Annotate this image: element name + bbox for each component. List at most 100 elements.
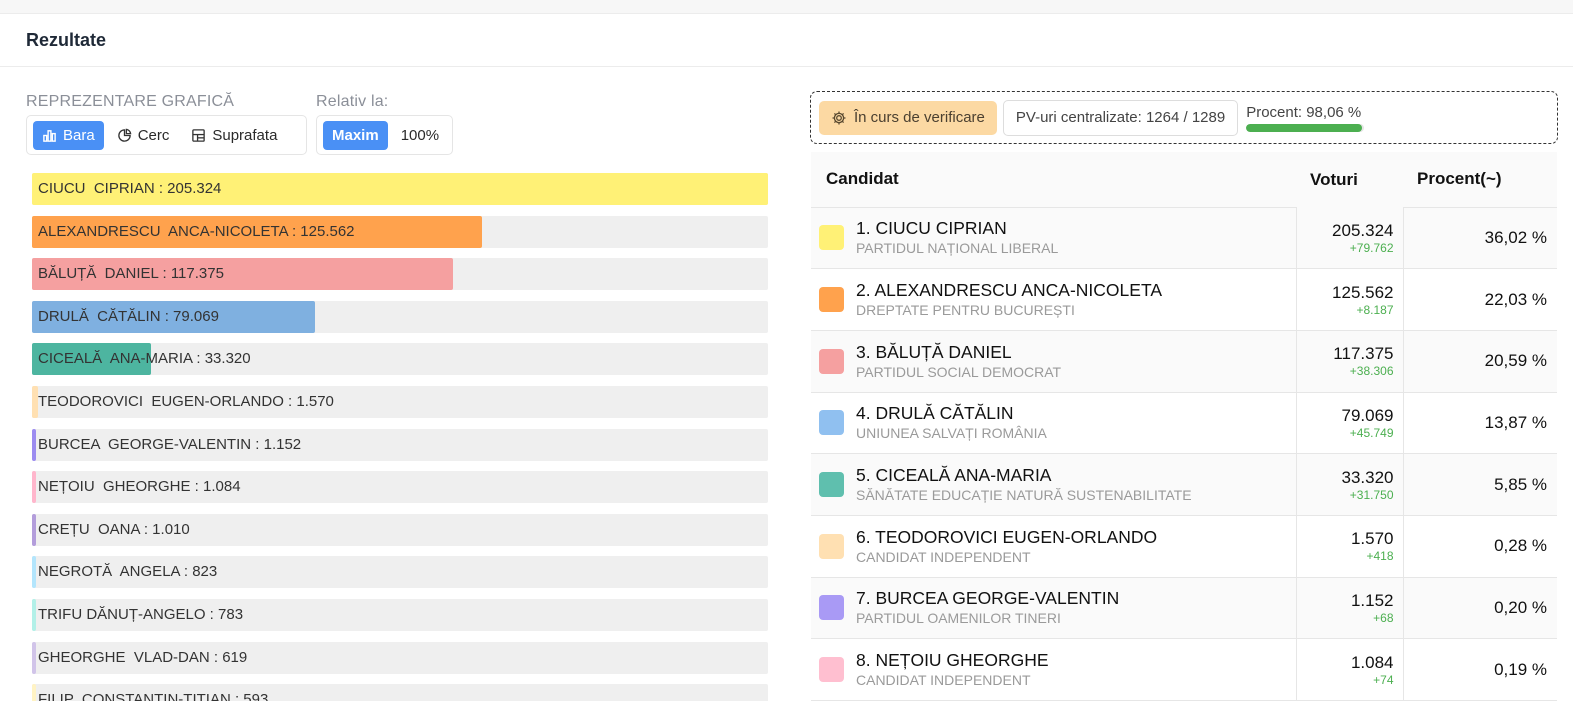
pie-chart-icon (117, 128, 132, 142)
candidate-info: 5. CICEALĂ ANA-MARIA SĂNĂTATE EDUCAȚIE NA… (856, 465, 1192, 504)
votes-value: 79.069 (1341, 405, 1394, 425)
progress-wrap: Procent: 98,06 % (1244, 103, 1365, 132)
relative-selector: Maxim 100% (316, 115, 453, 155)
bar-row[interactable]: GHEORGHE VLAD-DAN : 619 (32, 641, 768, 674)
votes-diff: +45.749 (1349, 425, 1394, 440)
candidate-info: 2. ALEXANDRESCU ANCA-NICOLETA DREPTATE PE… (856, 280, 1162, 319)
bar-row[interactable]: CREȚU OANA : 1.010 (32, 513, 768, 546)
table-row[interactable]: 6. TEODOROVICI EUGEN-ORLANDO CANDIDAT IND… (811, 515, 1557, 578)
bar-row[interactable]: ALEXANDRESCU ANCA-NICOLETA : 125.562 (32, 215, 768, 248)
bar-fill (32, 471, 37, 504)
percent-cell: 13,87 % (1403, 392, 1557, 455)
bar-fill (32, 300, 316, 333)
votes-diff: +418 (1366, 549, 1394, 564)
bar-row[interactable]: FILIP CONSTANTIN-TITIAN : 593 (32, 684, 768, 701)
bar-fill (32, 513, 37, 546)
bar-label: DRULĂ CĂTĂLIN : 79.069 (38, 307, 219, 325)
candidate-name: 3. BĂLUȚĂ DANIEL (856, 341, 1012, 362)
votes-cell: 1.152 +68 (1295, 577, 1404, 640)
percent-cell: 22,03 % (1403, 268, 1557, 331)
candidate-wrap: 8. NEȚOIU GHEORGHE CANDIDAT INDEPENDENT (819, 650, 1296, 689)
candidate-wrap: 2. ALEXANDRESCU ANCA-NICOLETA DREPTATE PE… (819, 280, 1296, 319)
chart-type-area-button[interactable]: Suprafata (182, 121, 286, 150)
candidate-cell: 2. ALEXANDRESCU ANCA-NICOLETA DREPTATE PE… (811, 268, 1296, 331)
results-table: Candidat Voturi Procent(~) 1. CIUCU CIPR… (811, 152, 1557, 701)
votes-diff: +31.750 (1349, 487, 1394, 502)
percent-cell: 20,59 % (1403, 330, 1557, 393)
color-swatch (819, 225, 844, 251)
verification-badge: În curs de verificare (819, 100, 997, 135)
candidate-party: UNIUNEA SALVAȚI ROMÂNIA (856, 425, 1047, 442)
gear-icon (832, 111, 846, 124)
header-votes[interactable]: Voturi (1296, 152, 1403, 207)
bar-row[interactable]: DRULĂ CĂTĂLIN : 79.069 (32, 300, 768, 333)
bar-row[interactable]: NEGROTĂ ANGELA : 823 (32, 556, 768, 589)
bar-label: GHEORGHE VLAD-DAN : 619 (38, 648, 248, 666)
relative-100-button[interactable]: 100% (400, 126, 440, 144)
bar-label: CICEALĂ ANA-MARIA : 33.320 (38, 350, 251, 368)
candidate-party: SĂNĂTATE EDUCAȚIE NATURĂ SUSTENABILITATE (856, 487, 1192, 504)
color-swatch (819, 410, 844, 436)
bar-row[interactable]: BURCEA GEORGE-VALENTIN : 1.152 (32, 428, 768, 461)
bar-label: TEODOROVICI EUGEN-ORLANDO : 1.570 (38, 392, 334, 410)
votes-diff: +68 (1373, 610, 1394, 625)
votes-cell: 117.375 +38.306 (1295, 330, 1404, 393)
candidate-cell: 4. DRULĂ CĂTĂLIN UNIUNEA SALVAȚI ROMÂNIA (811, 392, 1296, 455)
candidate-name: 8. NEȚOIU GHEORGHE (856, 650, 1049, 671)
bar-row[interactable]: TEODOROVICI EUGEN-ORLANDO : 1.570 (32, 385, 768, 418)
percent-cell: 5,85 % (1403, 453, 1557, 516)
table-row[interactable]: 3. BĂLUȚĂ DANIEL PARTIDUL SOCIAL DEMOCRAT… (811, 330, 1557, 393)
votes-value: 125.562 (1332, 282, 1394, 302)
bar-row[interactable]: BĂLUȚĂ DANIEL : 117.375 (32, 258, 768, 291)
table-row[interactable]: 1. CIUCU CIPRIAN PARTIDUL NAȚIONAL LIBERA… (811, 207, 1557, 270)
header-candidate[interactable]: Candidat (811, 152, 1296, 208)
table-row[interactable]: 7. BURCEA GEORGE-VALENTIN PARTIDUL OAMENI… (811, 577, 1557, 640)
chart-type-bar-button[interactable]: Bara (33, 120, 104, 150)
color-swatch (819, 348, 844, 374)
bar-row[interactable]: CIUCU CIPRIAN : 205.324 (32, 173, 768, 205)
chart-type-pie-button[interactable]: Cerc (108, 121, 179, 150)
color-swatch (819, 595, 844, 621)
candidate-wrap: 1. CIUCU CIPRIAN PARTIDUL NAȚIONAL LIBERA… (819, 218, 1296, 257)
color-swatch (819, 533, 844, 559)
page-title: Rezultate (26, 29, 107, 50)
progress-text: Procent: 98,06 % (1246, 103, 1362, 121)
bar-label: NEȚOIU GHEORGHE : 1.084 (38, 478, 241, 496)
votes-diff: +79.762 (1349, 240, 1394, 255)
bar-label: CIUCU CIPRIAN : 205.324 (38, 180, 222, 197)
bar-row[interactable]: TRIFU DĂNUȚ-ANGELO : 783 (32, 598, 768, 631)
color-swatch (819, 287, 844, 313)
votes-value: 1.084 (1350, 652, 1394, 672)
candidate-cell: 5. CICEALĂ ANA-MARIA SĂNĂTATE EDUCAȚIE NA… (811, 453, 1296, 516)
progress-bar (1246, 123, 1365, 132)
candidate-info: 6. TEODOROVICI EUGEN-ORLANDO CANDIDAT IND… (856, 527, 1157, 566)
bar-label: FILIP CONSTANTIN-TITIAN : 593 (38, 691, 269, 701)
candidate-name: 1. CIUCU CIPRIAN (856, 218, 1007, 239)
relative-label: Relativ la: (316, 93, 389, 110)
pv-counter: PV-uri centralizate: 1264 / 1289 (1002, 99, 1239, 136)
bar-label: ALEXANDRESCU ANCA-NICOLETA : 125.562 (38, 222, 355, 240)
verification-text: În curs de verificare (854, 109, 985, 126)
candidate-wrap: 4. DRULĂ CĂTĂLIN UNIUNEA SALVAȚI ROMÂNIA (819, 403, 1296, 442)
candidate-cell: 3. BĂLUȚĂ DANIEL PARTIDUL SOCIAL DEMOCRAT (811, 330, 1296, 393)
bar-row[interactable]: CICEALĂ ANA-MARIA : 33.320 (32, 343, 768, 376)
chart-type-bar-label: Bara (63, 126, 95, 144)
bar-row[interactable]: NEȚOIU GHEORGHE : 1.084 (32, 471, 768, 504)
bar-label: CREȚU OANA : 1.010 (38, 520, 190, 538)
table-header-row: Candidat Voturi Procent(~) (811, 152, 1557, 208)
chart-type-pie-label: Cerc (137, 126, 170, 144)
candidate-info: 4. DRULĂ CĂTĂLIN UNIUNEA SALVAȚI ROMÂNIA (856, 403, 1047, 442)
header-percent[interactable]: Procent(~) (1403, 152, 1557, 208)
table-row[interactable]: 2. ALEXANDRESCU ANCA-NICOLETA DREPTATE PE… (811, 268, 1557, 331)
table-row[interactable]: 8. NEȚOIU GHEORGHE CANDIDAT INDEPENDENT 1.… (811, 638, 1557, 701)
relative-max-button[interactable]: Maxim (323, 120, 388, 150)
table-row[interactable]: 5. CICEALĂ ANA-MARIA SĂNĂTATE EDUCAȚIE NA… (811, 453, 1557, 516)
votes-value: 33.320 (1341, 467, 1394, 487)
bar-fill (32, 641, 37, 674)
candidate-party: CANDIDAT INDEPENDENT (856, 548, 1031, 565)
color-swatch (819, 657, 844, 683)
table-row[interactable]: 4. DRULĂ CĂTĂLIN UNIUNEA SALVAȚI ROMÂNIA 7… (811, 392, 1557, 455)
votes-value: 117.375 (1333, 344, 1394, 364)
candidate-name: 2. ALEXANDRESCU ANCA-NICOLETA (856, 280, 1163, 301)
candidate-cell: 8. NEȚOIU GHEORGHE CANDIDAT INDEPENDENT (811, 638, 1296, 701)
